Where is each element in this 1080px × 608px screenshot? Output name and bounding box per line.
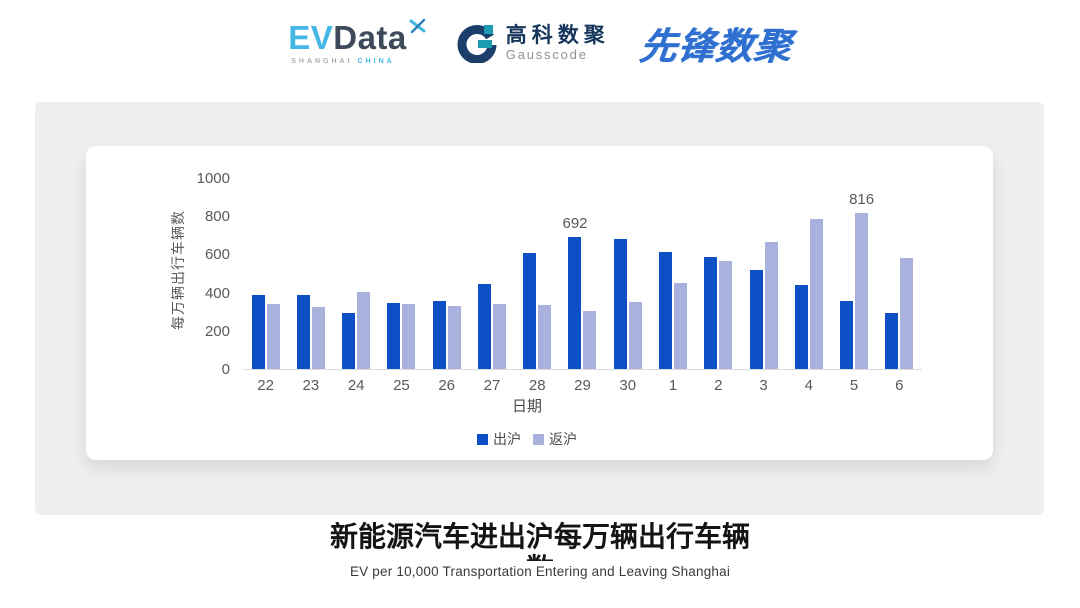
y-tick-800: 800 bbox=[204, 208, 230, 226]
chart-panel: 每万辆出行车辆数 0 200 400 600 800 1000 692 816 22 23 24… bbox=[35, 102, 1044, 515]
bar-series1-29 bbox=[583, 310, 597, 369]
evdata-ev-text: EV bbox=[288, 19, 334, 56]
legend-label-1: 返沪 bbox=[549, 431, 577, 447]
bar-group-6 bbox=[877, 179, 922, 369]
x-tick-3: 3 bbox=[759, 377, 768, 394]
evdata-sparkle-icon bbox=[409, 18, 426, 34]
bar-group-27 bbox=[469, 179, 514, 369]
y-tick-600: 600 bbox=[204, 246, 230, 264]
bar-series0-22 bbox=[251, 294, 265, 369]
legend-item-1: 返沪 bbox=[533, 429, 577, 449]
bar-series1-26 bbox=[447, 306, 461, 369]
bar-series1-23 bbox=[311, 306, 325, 369]
evdata-subtitle: SHANGHAI CHINA bbox=[291, 58, 427, 65]
bar-series1-24 bbox=[357, 291, 371, 369]
x-tick-4: 4 bbox=[804, 377, 813, 394]
evdata-china-text: CHINA bbox=[357, 58, 395, 65]
bar-series0-28 bbox=[523, 252, 537, 369]
bar-series0-24 bbox=[342, 312, 356, 369]
bar-series1-27 bbox=[492, 303, 506, 369]
x-tick-6: 6 bbox=[895, 377, 904, 394]
bar-series0-2 bbox=[704, 256, 718, 369]
y-tick-0: 0 bbox=[221, 361, 230, 378]
legend-swatch-0 bbox=[477, 433, 488, 445]
chart-card: 每万辆出行车辆数 0 200 400 600 800 1000 692 816 22 23 24… bbox=[86, 146, 993, 460]
bar-series1-30 bbox=[628, 302, 642, 369]
chart-title: 新能源汽车进出沪每万辆出行车辆 数 bbox=[322, 521, 758, 561]
x-tick-24: 24 bbox=[347, 377, 365, 394]
data-label-692: 692 bbox=[562, 214, 588, 232]
bar-series1-5 bbox=[855, 213, 869, 369]
plot-area: 692 816 bbox=[243, 179, 922, 370]
bar-series1-6 bbox=[900, 257, 914, 369]
bar-series1-28 bbox=[538, 305, 552, 369]
bar-group-22 bbox=[243, 179, 288, 369]
legend-item-0: 出沪 bbox=[477, 429, 521, 449]
x-tick-28: 28 bbox=[528, 377, 546, 394]
bar-group-5 bbox=[831, 179, 876, 369]
bar-series0-30 bbox=[613, 238, 627, 369]
x-tick-2: 2 bbox=[714, 377, 723, 394]
y-tick-200: 200 bbox=[204, 322, 230, 340]
bar-group-2 bbox=[696, 179, 741, 369]
x-tick-1: 1 bbox=[668, 377, 678, 394]
bar-series1-25 bbox=[402, 304, 416, 369]
bar-group-26 bbox=[424, 179, 469, 369]
bar-series0-6 bbox=[885, 313, 899, 369]
x-tick-26: 26 bbox=[438, 377, 456, 394]
evdata-data-text: Data bbox=[333, 19, 407, 56]
bar-series0-1 bbox=[659, 251, 673, 369]
bar-series1-3 bbox=[764, 242, 778, 369]
xianfeng-logo: 先锋数聚 bbox=[637, 26, 794, 67]
bar-group-24 bbox=[334, 179, 379, 369]
gausscode-g-icon bbox=[457, 25, 497, 63]
gausscode-logo: 高科数聚 Gausscode bbox=[457, 23, 610, 63]
bar-series1-2 bbox=[719, 260, 733, 369]
x-tick-25: 25 bbox=[393, 377, 410, 394]
bar-series0-23 bbox=[296, 295, 310, 369]
bar-group-25 bbox=[379, 179, 424, 369]
chart-subtitle-en: EV per 10,000 Transportation Entering an… bbox=[349, 564, 731, 579]
bar-series1-22 bbox=[266, 303, 280, 369]
x-tick-22: 22 bbox=[257, 377, 274, 394]
header-logos: EV Data SHANGHAI CHINA 高科数聚 Gausscode 先锋数… bbox=[0, 16, 1080, 70]
evdata-shanghai-text: SHANGHAI bbox=[291, 58, 353, 65]
x-tick-30: 30 bbox=[619, 377, 637, 394]
bar-series0-3 bbox=[749, 270, 763, 369]
evdata-wordmark: EV Data bbox=[288, 18, 427, 56]
x-tick-29: 29 bbox=[574, 377, 591, 394]
bar-group-4 bbox=[786, 179, 831, 369]
bar-series0-4 bbox=[794, 284, 808, 369]
bar-series0-27 bbox=[477, 283, 491, 369]
bar-group-3 bbox=[741, 179, 786, 369]
legend: 出沪 返沪 bbox=[477, 429, 577, 449]
gausscode-cn-text: 高科数聚 bbox=[505, 23, 610, 47]
bar-group-30 bbox=[605, 179, 650, 369]
x-tick-5: 5 bbox=[849, 377, 859, 394]
bar-series0-29 bbox=[568, 236, 582, 369]
footer: 新能源汽车进出沪每万辆出行车辆 数 EV per 10,000 Transpor… bbox=[0, 521, 1080, 579]
data-label-816: 816 bbox=[849, 191, 875, 209]
bar-series0-5 bbox=[840, 300, 854, 369]
bar-group-1 bbox=[650, 179, 695, 369]
legend-label-0: 出沪 bbox=[493, 431, 521, 447]
x-axis-title: 日期 bbox=[511, 398, 543, 415]
y-tick-400: 400 bbox=[204, 284, 230, 302]
bar-group-28 bbox=[515, 179, 560, 369]
x-tick-23: 23 bbox=[302, 377, 320, 394]
bar-group-23 bbox=[288, 179, 333, 369]
legend-swatch-1 bbox=[533, 433, 544, 445]
evdata-logo: EV Data SHANGHAI CHINA bbox=[288, 18, 427, 65]
y-tick-1000: 1000 bbox=[196, 170, 230, 187]
bar-series0-25 bbox=[387, 302, 401, 369]
gausscode-wordmark: 高科数聚 Gausscode bbox=[506, 24, 610, 62]
chart-title-line2: 数 bbox=[322, 553, 758, 561]
bar-series1-1 bbox=[674, 282, 688, 369]
bar-group-29 bbox=[560, 179, 605, 369]
chart-title-line1: 新能源汽车进出沪每万辆出行车辆 bbox=[329, 521, 750, 552]
gausscode-en-text: Gausscode bbox=[505, 46, 588, 62]
bar-series0-26 bbox=[432, 300, 446, 369]
bar-series1-4 bbox=[809, 218, 823, 369]
x-tick-27: 27 bbox=[483, 377, 501, 394]
